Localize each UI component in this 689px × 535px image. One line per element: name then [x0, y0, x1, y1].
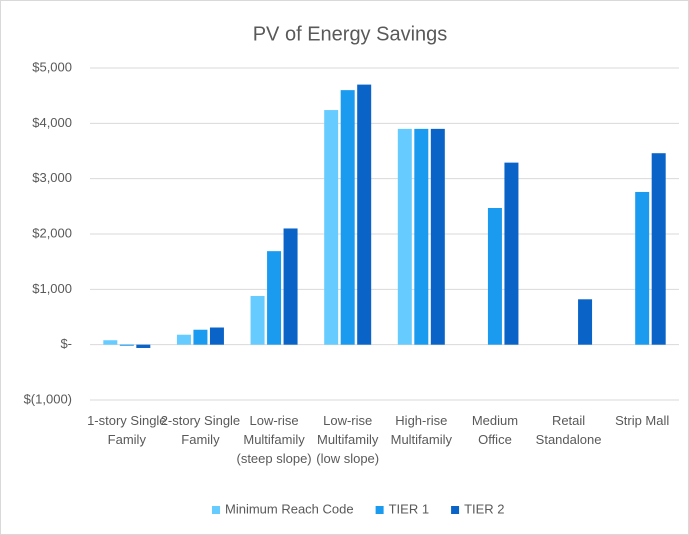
x-tick-label: High-rise Multifamily [390, 413, 453, 447]
legend-label: Minimum Reach Code [225, 501, 354, 516]
legend-label: TIER 1 [389, 501, 429, 516]
bar [397, 128, 412, 345]
legend-swatch [212, 506, 220, 514]
y-tick-label: $- [60, 336, 72, 351]
x-tick-label: Strip Mall [615, 413, 670, 428]
legend-swatch [375, 506, 384, 514]
bar [340, 90, 355, 345]
bar [651, 153, 666, 345]
bar [250, 295, 265, 345]
y-tick-label: $5,000 [32, 59, 72, 74]
bar [209, 327, 224, 345]
y-tick-label: $3,000 [32, 170, 72, 185]
y-tick-label: $(1,000) [24, 391, 72, 406]
y-tick-label: $4,000 [32, 115, 72, 130]
bar [504, 162, 519, 345]
bar [283, 228, 298, 345]
y-tick-label: $2,000 [32, 225, 72, 240]
x-tick-label: Low-rise Multifamily (steep slope) [236, 413, 312, 466]
bar [193, 329, 208, 345]
bar [267, 251, 282, 345]
x-tick-label: 2-story Single Family [160, 413, 241, 447]
bar [430, 128, 445, 345]
legend-label: TIER 2 [464, 501, 504, 516]
bar [635, 191, 650, 345]
x-tick-label: 1-story Single Family [87, 413, 167, 447]
bar [119, 344, 134, 346]
x-tick-label: Low-rise Multifamily (low slope) [316, 413, 380, 466]
x-tick-label: Retail Standalone [535, 413, 602, 447]
bar [176, 334, 191, 345]
bar [487, 207, 502, 345]
legend-swatch [451, 506, 460, 514]
bar [103, 340, 118, 345]
bar [414, 128, 429, 345]
chart-title: PV of Energy Savings [253, 23, 448, 45]
bar [324, 110, 339, 345]
x-tick-label: Medium Office [471, 413, 519, 447]
y-tick-label: $1,000 [32, 281, 72, 296]
bar [357, 84, 372, 345]
bar [578, 299, 593, 345]
bar [136, 344, 151, 348]
